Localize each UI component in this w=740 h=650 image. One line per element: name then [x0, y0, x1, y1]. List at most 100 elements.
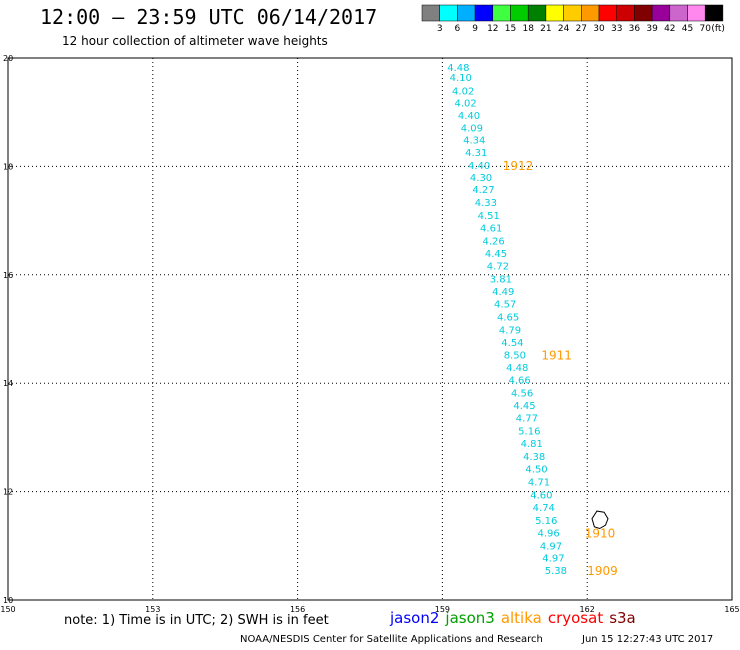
legend-swatch [563, 4, 582, 22]
island-outline [591, 510, 609, 530]
y-tick-label: 10 [3, 596, 13, 605]
swh-data-point: 4.74 [533, 503, 555, 514]
swh-data-point: 4.51 [478, 211, 500, 222]
x-tick-label: 156 [290, 605, 305, 614]
swh-data-point: 4.61 [480, 224, 502, 235]
swh-data-point: 4.72 [487, 262, 509, 273]
pass-time-label: 1911 [541, 348, 572, 362]
axis-ticks: 150 153 156 159 162 165 10 12 14 16 18 20 [0, 54, 739, 614]
swh-data-point: 4.30 [470, 173, 492, 184]
satellite-label: jason3 [445, 609, 495, 627]
swh-data-point: 4.38 [523, 452, 545, 463]
swh-data-point: 4.10 [450, 73, 472, 84]
swh-data-point: 4.34 [463, 135, 485, 146]
x-tick-label: 165 [724, 605, 739, 614]
x-tick-label: 162 [580, 605, 595, 614]
footer-note: note: 1) Time is in UTC; 2) SWH is in fe… [64, 613, 329, 628]
swh-data-point: 4.02 [452, 87, 474, 98]
satellite-legend: jason2 jason3 altika cryosat s3a [390, 609, 642, 627]
swh-data-point: 4.54 [501, 338, 523, 349]
swh-data-point: 4.81 [521, 439, 543, 450]
legend-tick-label: 18 [522, 24, 534, 34]
credit-text: NOAA/NESDIS Center for Satellite Applica… [240, 634, 543, 645]
swh-data-point: 3.81 [490, 275, 512, 286]
swh-data-point: 4.45 [485, 249, 507, 260]
legend-unit: (ft) [711, 24, 725, 34]
y-tick-label: 16 [3, 271, 13, 280]
legend-swatch [687, 4, 706, 22]
satellite-label: s3a [609, 609, 636, 627]
legend-tick-label: 36 [629, 24, 641, 34]
y-tick-label: 14 [3, 379, 13, 388]
swh-data-point: 4.97 [542, 554, 564, 565]
swh-data-point: 4.66 [509, 375, 531, 386]
swh-data-point: 4.60 [530, 490, 552, 501]
swh-data-point: 5.38 [545, 566, 567, 577]
swh-data-point: 4.02 [454, 98, 476, 109]
satellite-label: altika [500, 609, 542, 627]
satellite-label: cryosat [547, 609, 604, 627]
pass-time-labels: 1912 1911 1910 1909 [503, 159, 618, 578]
legend-swatch [616, 4, 635, 22]
legend-tick-label: 21 [540, 24, 551, 34]
legend-swatch [421, 4, 440, 22]
legend-tick-label: 70 [699, 24, 711, 34]
chart-subtitle: 12 hour collection of altimeter wave hei… [62, 34, 328, 48]
swh-data-point: 4.96 [537, 528, 559, 539]
legend-swatch [474, 4, 494, 22]
swh-data-point: 4.71 [528, 477, 550, 488]
legend-swatch [651, 4, 671, 22]
legend-tick-label: 39 [646, 24, 658, 34]
swh-data-point: 4.48 [447, 63, 469, 74]
legend-swatch [527, 4, 547, 22]
swh-data-point: 5.16 [535, 516, 557, 527]
timestamp: Jun 15 12:27:43 UTC 2017 [582, 634, 714, 645]
legend-swatch [634, 4, 653, 22]
swh-points: 4.484.104.024.024.404.094.344.314.404.30… [447, 63, 567, 577]
legend-tick-label: 30 [593, 24, 605, 34]
swh-data-point: 4.57 [494, 300, 516, 311]
x-tick-label: 153 [145, 605, 160, 614]
legend-swatch [669, 4, 688, 22]
legend-tick-label: 12 [487, 24, 498, 34]
swh-data-point: 4.27 [472, 185, 494, 196]
swh-data-point: 4.09 [461, 123, 483, 134]
y-tick-label: 12 [3, 488, 13, 497]
swh-data-point: 4.26 [482, 237, 504, 248]
color-legend: 3 6 9 12 15 18 21 24 27 30 33 36 39 42 45 70 (ft) [421, 4, 725, 34]
legend-tick-label: 3 [437, 24, 443, 34]
chart-title: 12:00 – 23:59 UTC 06/14/2017 [40, 5, 378, 29]
swh-data-point: 5.16 [518, 426, 540, 437]
swh-data-point: 4.65 [497, 313, 519, 324]
swh-data-point: 4.40 [458, 111, 480, 122]
legend-swatch [457, 4, 476, 22]
swh-data-point: 4.40 [468, 161, 490, 172]
satellite-label: jason2 [390, 609, 440, 627]
x-tick-label: 159 [435, 605, 450, 614]
swh-data-point: 4.50 [525, 464, 547, 475]
legend-swatch [581, 4, 600, 22]
swh-data-point: 4.33 [475, 198, 497, 209]
legend-tick-label: 42 [664, 24, 675, 34]
swh-data-point: 4.97 [540, 541, 562, 552]
legend-tick-label: 45 [682, 24, 693, 34]
legend-swatch [598, 4, 617, 22]
pass-time-label: 1910 [585, 526, 616, 540]
swh-data-point: 4.48 [506, 363, 528, 374]
legend-tick-label: 15 [505, 24, 516, 34]
pass-time-label: 1909 [587, 564, 618, 578]
island-coastline [591, 510, 609, 530]
legend-swatch [704, 4, 724, 22]
grid [7, 57, 733, 601]
swh-data-point: 4.77 [516, 413, 538, 424]
pass-time-label: 1912 [503, 159, 534, 173]
legend-tick-label: 6 [455, 24, 461, 34]
legend-swatch [510, 4, 529, 22]
legend-tick-label: 24 [558, 24, 570, 34]
swh-data-point: 8.50 [504, 350, 526, 361]
legend-tick-label: 33 [611, 24, 622, 34]
y-tick-label: 18 [3, 162, 13, 171]
legend-swatch [492, 4, 511, 22]
